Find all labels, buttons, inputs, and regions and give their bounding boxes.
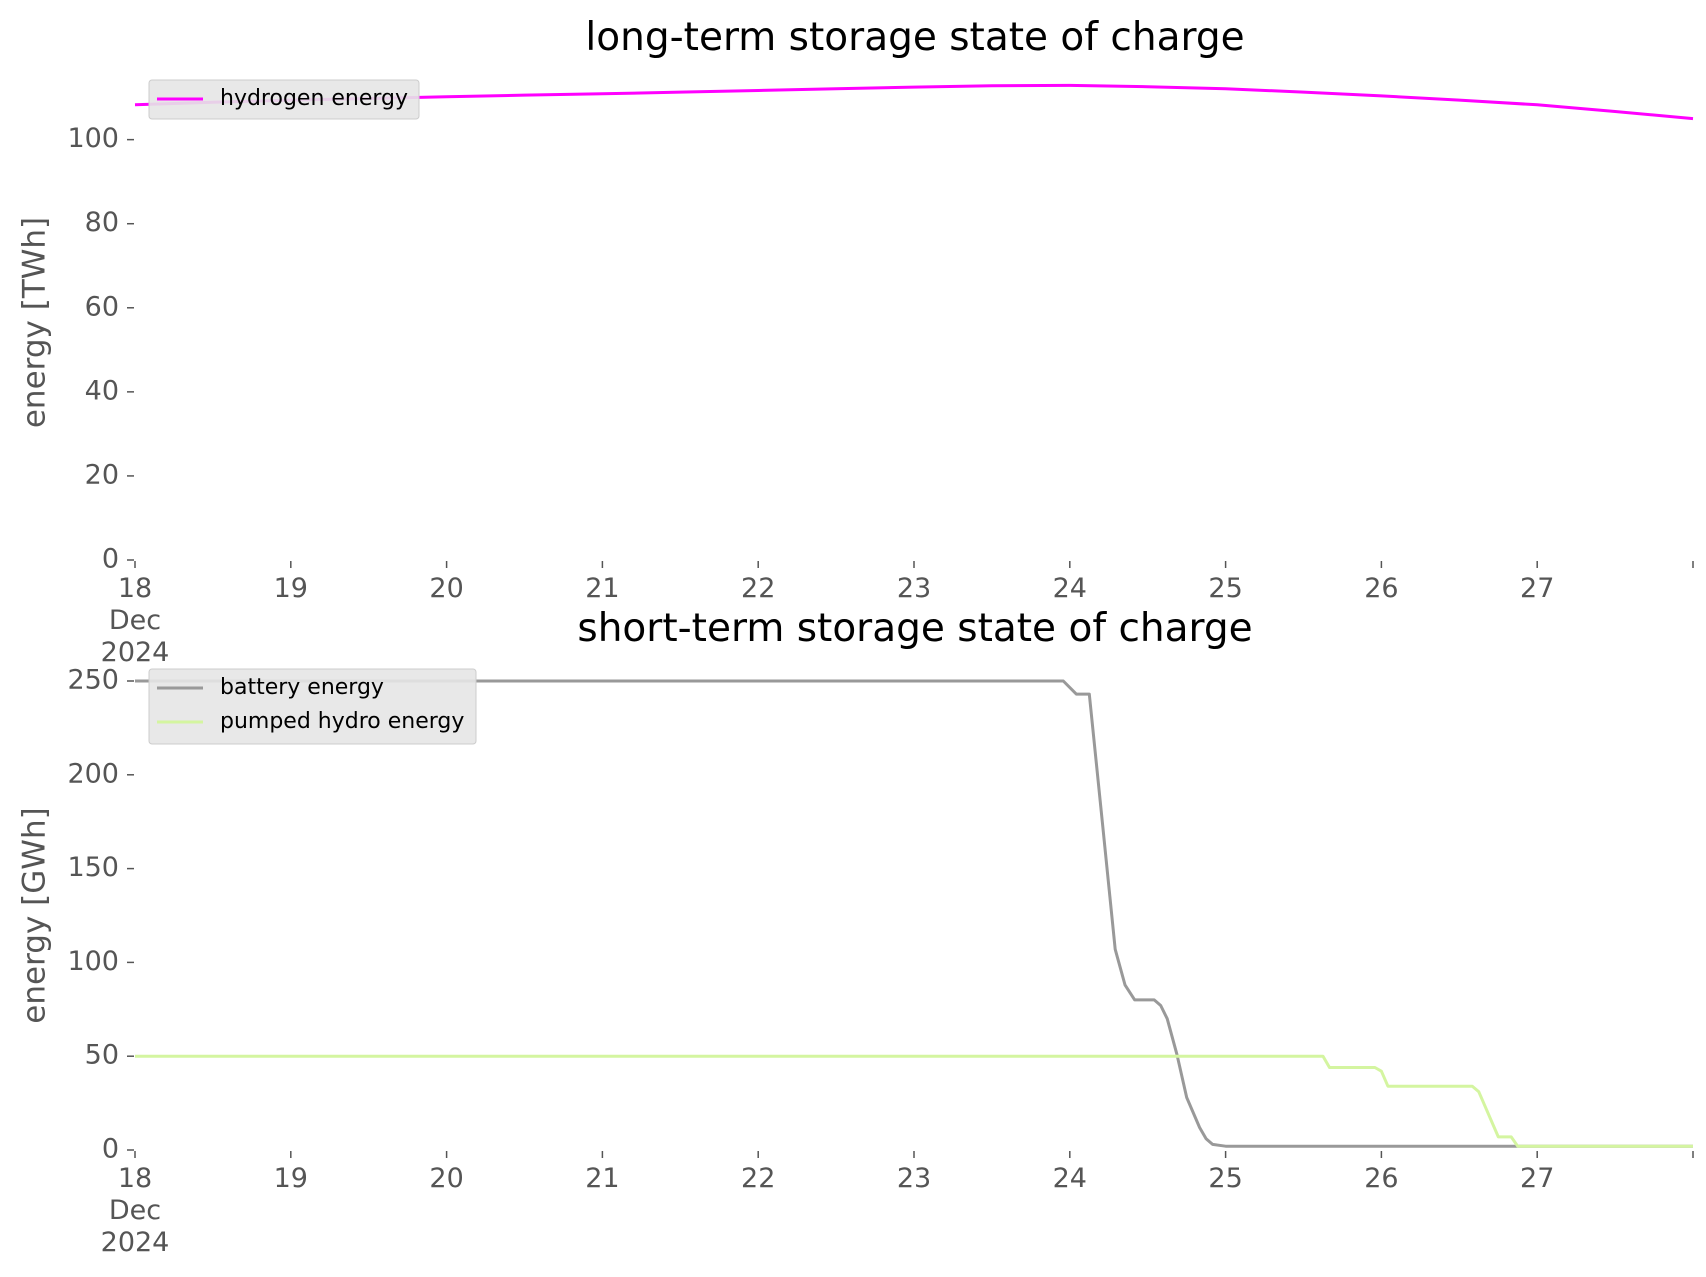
series-line-pumped-hydro-energy — [135, 1054, 1693, 1148]
chart-0: long-term storage state of charge energy … — [17, 15, 1694, 668]
x-tick-label: 25 — [1208, 1163, 1242, 1194]
y-tick-label: 100 — [67, 946, 119, 977]
series-line-battery-energy — [135, 679, 1693, 1148]
x-tick-label: 24 — [1053, 1163, 1087, 1194]
x-tick-label: 23 — [897, 573, 931, 604]
legend-label: hydrogen energy — [220, 86, 408, 111]
x-tick-label: 25 — [1208, 573, 1242, 604]
y-tick-label: 0 — [102, 1134, 119, 1165]
legend: battery energy pumped hydro energy — [148, 668, 477, 745]
x-tick-label: 26 — [1364, 573, 1398, 604]
legend-label: battery energy — [220, 675, 384, 700]
y-tick-label: 60 — [85, 291, 119, 322]
y-tick-label: 150 — [67, 852, 119, 883]
x-tick-label: 26 — [1364, 1163, 1398, 1194]
y-tick-label: 250 — [67, 665, 119, 696]
y-tick-label: 100 — [67, 123, 119, 154]
x-tick-label: 18 Dec 2024 — [101, 1163, 170, 1258]
x-tick-label: 27 — [1520, 573, 1554, 604]
y-tick-label: 50 — [85, 1040, 119, 1071]
chart-title: short-term storage state of charge — [577, 606, 1252, 651]
y-tick-label: 20 — [85, 459, 119, 490]
chart-1: short-term storage state of charge energy… — [17, 606, 1694, 1258]
legend-label: pumped hydro energy — [220, 709, 464, 734]
y-axis-label: energy [GWh] — [17, 807, 53, 1023]
x-tick-label: 20 — [429, 573, 463, 604]
legend-box — [148, 79, 420, 120]
x-tick-label: 21 — [585, 1163, 619, 1194]
y-tick-label: 200 — [67, 758, 119, 789]
y-axis-label: energy [TWh] — [17, 217, 53, 428]
x-tick-label: 22 — [741, 573, 775, 604]
chart-title: long-term storage state of charge — [585, 15, 1244, 60]
x-tick-label: 19 — [274, 1163, 308, 1194]
x-tick-label: 21 — [585, 573, 619, 604]
x-tick-label: 22 — [741, 1163, 775, 1194]
x-tick-label: 20 — [429, 1163, 463, 1194]
y-tick-label: 40 — [85, 375, 119, 406]
legend: hydrogen energy — [148, 79, 420, 120]
x-tick-label: 27 — [1520, 1163, 1554, 1194]
legend-box — [148, 668, 477, 745]
x-tick-label: 23 — [897, 1163, 931, 1194]
x-tick-label: 24 — [1053, 573, 1087, 604]
y-tick-label: 0 — [102, 544, 119, 575]
y-tick-label: 80 — [85, 207, 119, 238]
x-tick-label: 18 Dec 2024 — [101, 573, 170, 668]
x-tick-label: 19 — [274, 573, 308, 604]
